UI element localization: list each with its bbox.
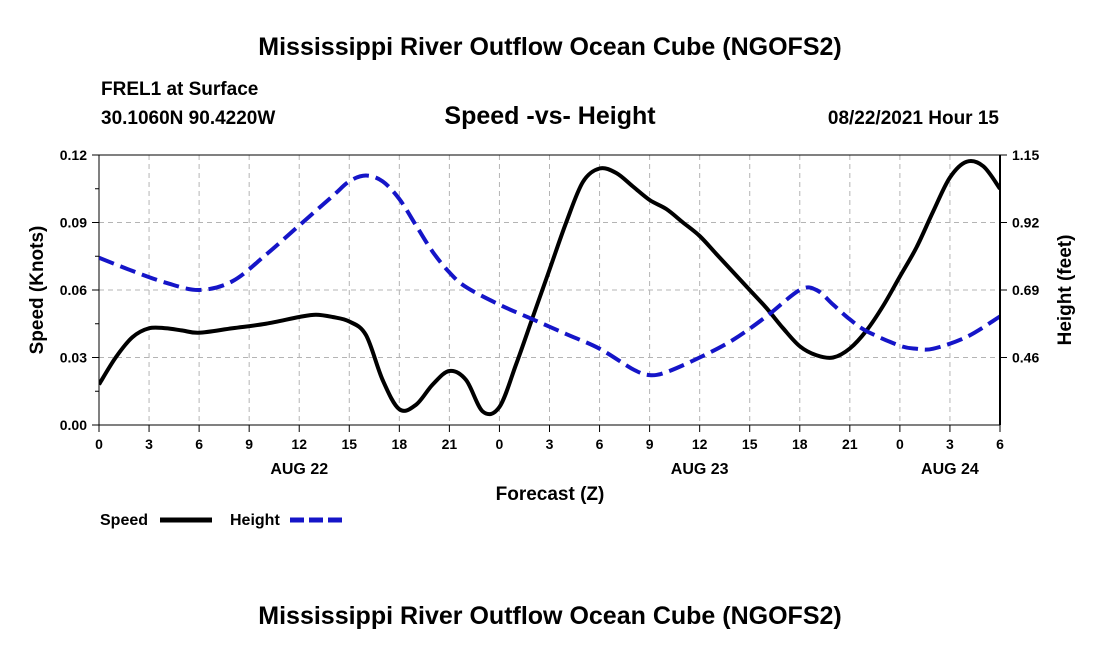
forecast-date: 08/22/2021 Hour 15 xyxy=(828,108,1000,129)
x-tick-label: 0 xyxy=(496,436,504,452)
station-label: FREL1 at Surface xyxy=(101,79,258,100)
chart-footer-title: Mississippi River Outflow Ocean Cube (NG… xyxy=(258,602,841,630)
y-axis-title: Speed (Knots) xyxy=(27,226,48,355)
y-tick-label: 0.00 xyxy=(60,417,87,433)
x-axis-title: Forecast (Z) xyxy=(496,484,605,505)
x-tick-label: 18 xyxy=(392,436,408,452)
y-tick-label: 0.06 xyxy=(60,282,87,298)
chart-main-title: Mississippi River Outflow Ocean Cube (NG… xyxy=(258,33,841,61)
y2-tick-label: 0.46 xyxy=(1012,350,1039,366)
series-layer xyxy=(99,159,1000,417)
x-tick-label: 6 xyxy=(996,436,1004,452)
x-tick-label: 18 xyxy=(792,436,808,452)
date-label: AUG 22 xyxy=(270,461,328,478)
y2-tick-label: 1.15 xyxy=(1012,147,1039,163)
x-tick-label: 21 xyxy=(442,436,458,452)
axes: 0 3 6 9 12 15 18 21 0 3 6 9 12 15 18 21 0 3 6 AUG 22 AUG 23 A… xyxy=(60,147,1040,478)
chart-subtitle: Speed -vs- Height xyxy=(444,102,656,130)
series-line-speed xyxy=(99,159,1000,417)
x-tick-label: 12 xyxy=(692,436,708,452)
legend: Speed Height xyxy=(100,512,342,529)
x-tick-label: 15 xyxy=(742,436,758,452)
y2-tick-label: 0.92 xyxy=(1012,215,1039,231)
legend-label-height: Height xyxy=(230,512,280,529)
x-tick-label: 6 xyxy=(195,436,203,452)
grid xyxy=(99,155,1000,425)
x-tick-label: 0 xyxy=(95,436,103,452)
y-tick-label: 0.12 xyxy=(60,147,87,163)
x-tick-label: 6 xyxy=(596,436,604,452)
x-tick-label: 15 xyxy=(341,436,357,452)
x-tick-label: 0 xyxy=(896,436,904,452)
legend-label-speed: Speed xyxy=(100,512,148,529)
x-tick-label: 21 xyxy=(842,436,858,452)
series-line-height xyxy=(99,173,1000,378)
y-tick-label: 0.09 xyxy=(60,215,87,231)
x-tick-label: 9 xyxy=(646,436,654,452)
station-coordinates: 30.1060N 90.4220W xyxy=(101,108,275,129)
x-tick-label: 3 xyxy=(546,436,554,452)
x-tick-label: 3 xyxy=(145,436,153,452)
x-tick-label: 12 xyxy=(291,436,307,452)
date-label: AUG 23 xyxy=(671,461,729,478)
y2-tick-label: 0.69 xyxy=(1012,282,1039,298)
y-tick-label: 0.03 xyxy=(60,350,87,366)
x-tick-label: 9 xyxy=(245,436,253,452)
x-tick-label: 3 xyxy=(946,436,954,452)
date-label: AUG 24 xyxy=(921,461,979,478)
y2-axis-title: Height (feet) xyxy=(1055,235,1076,346)
